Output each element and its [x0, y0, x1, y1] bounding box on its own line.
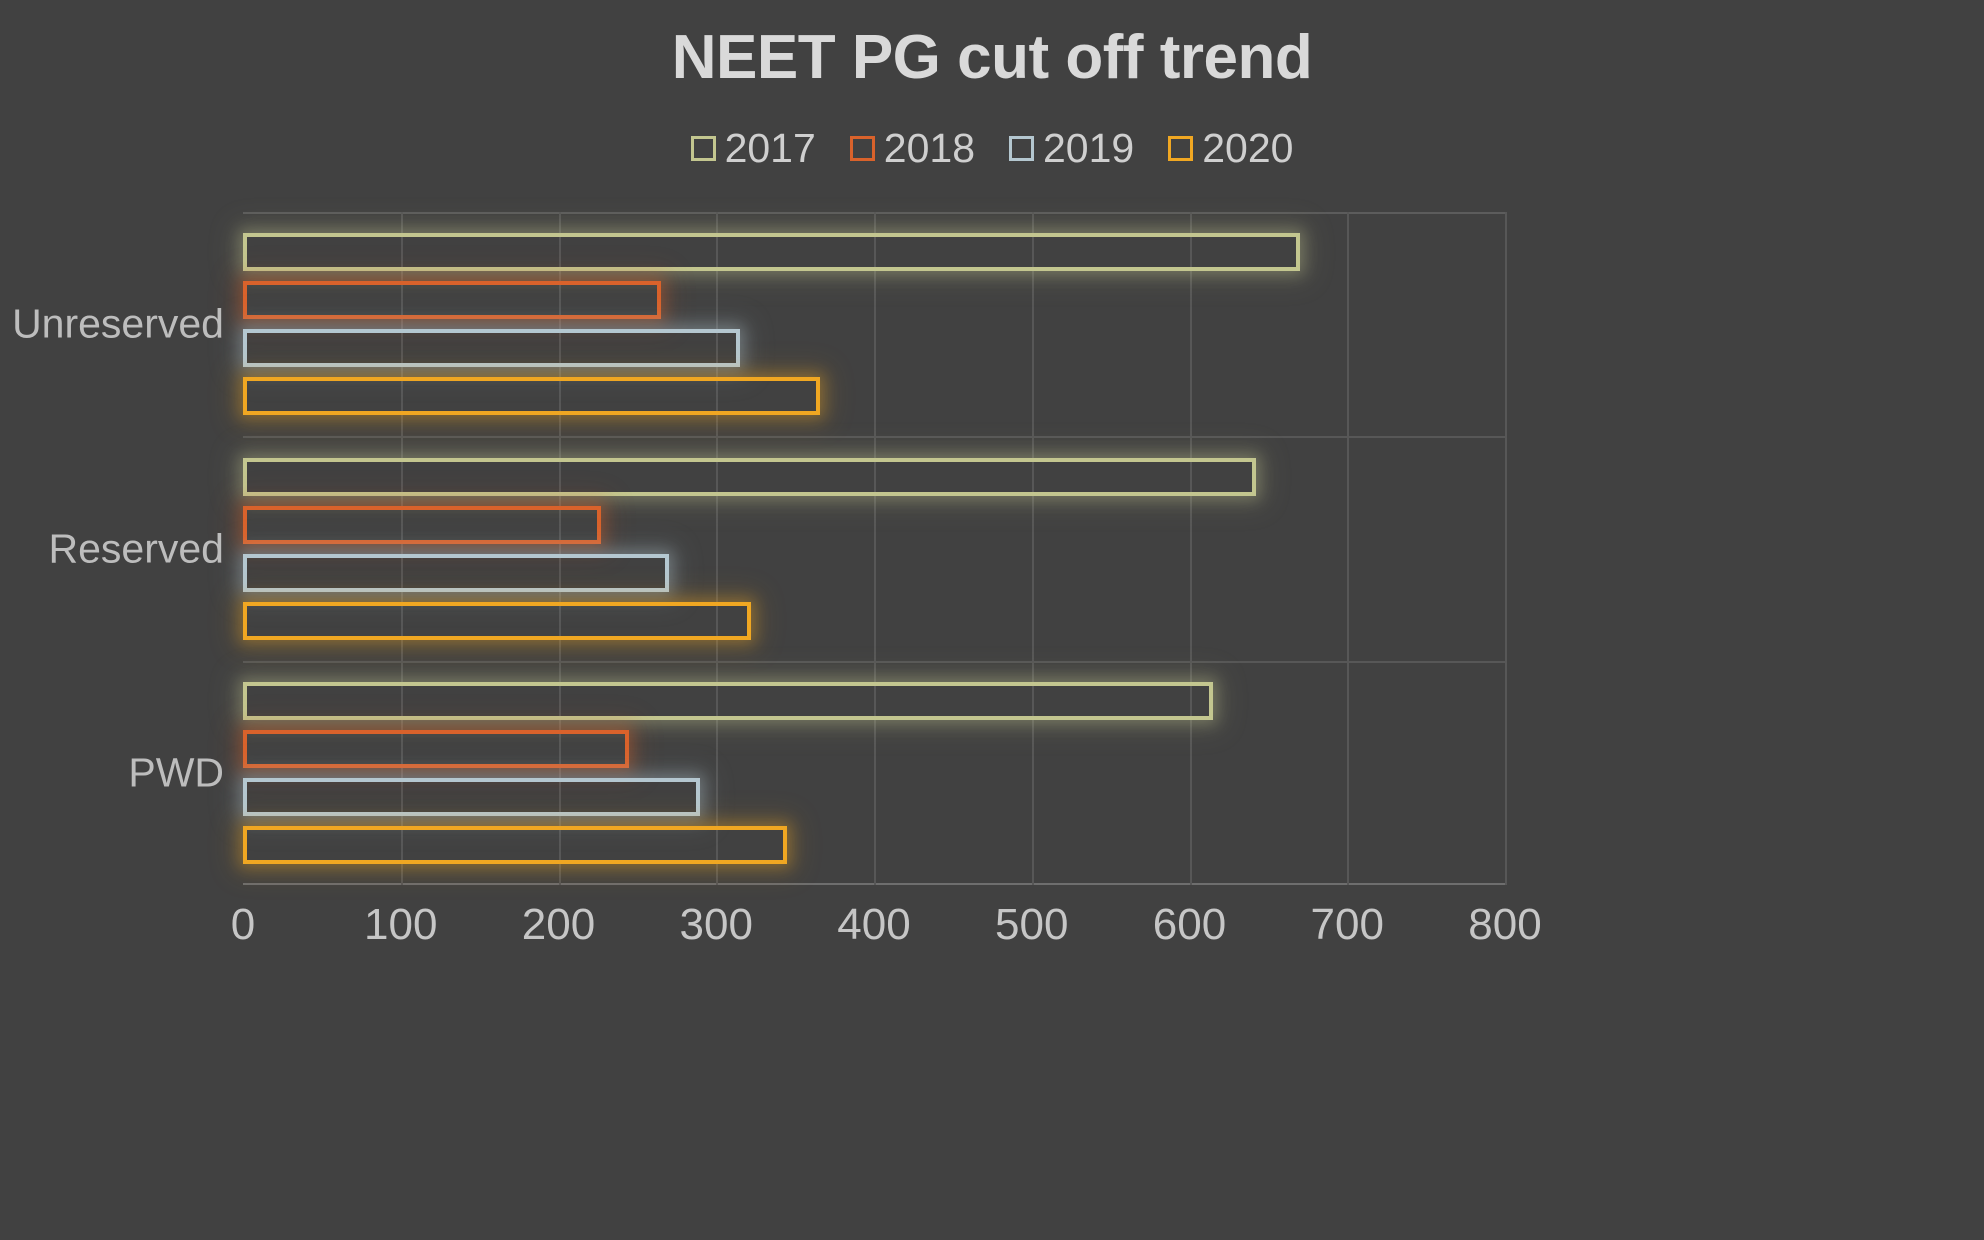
gridline-vertical: [400, 212, 403, 885]
gridline-vertical: [874, 212, 876, 885]
x-tick-label: 0: [230, 900, 256, 949]
x-tick-label: 600: [1152, 900, 1227, 949]
plot-area: [243, 212, 1507, 885]
legend-swatch-icon: [849, 136, 875, 161]
chart-legend: 2017 2018 2019 2020: [0, 128, 1984, 169]
gridline-vertical: [716, 212, 719, 885]
gridline-horizontal: [243, 660, 1505, 663]
x-axis-tick-labels: 0 100 200 300 400 500 600 700 800: [231, 900, 1542, 960]
bar-unreserved-2018[interactable]: [243, 281, 662, 320]
legend-item-label: 2020: [1202, 125, 1294, 171]
legend-item-label: 2019: [1043, 125, 1135, 171]
bar-reserved-2018[interactable]: [243, 505, 602, 544]
x-tick-label: 800: [1468, 900, 1542, 949]
bar-pwd-2017[interactable]: [243, 681, 1214, 720]
bar-unreserved-2020[interactable]: [243, 377, 821, 416]
legend-swatch-icon: [1168, 136, 1194, 161]
x-tick-label: 200: [521, 900, 596, 949]
category-label-reserved: Reserved: [48, 525, 224, 571]
bar-pwd-2019[interactable]: [243, 777, 701, 816]
legend-item-2020[interactable]: 2020: [1168, 128, 1293, 169]
legend-item-2017[interactable]: 2017: [690, 125, 816, 171]
gridline-vertical: [1031, 212, 1034, 885]
category-label-pwd: PWD: [128, 749, 224, 796]
bar-unreserved-2017[interactable]: [243, 233, 1300, 272]
bar-pwd-2018[interactable]: [243, 729, 630, 768]
legend-item-label: 2017: [724, 125, 816, 171]
x-tick-label: 500: [995, 900, 1069, 949]
bar-reserved-2019[interactable]: [243, 553, 669, 592]
page-title: NEET PG cut off trend: [671, 23, 1313, 92]
gridline-vertical: [1347, 212, 1350, 885]
gridline-horizontal: [243, 436, 1505, 439]
bar-pwd-2020[interactable]: [243, 825, 788, 864]
bar-unreserved-2019[interactable]: [243, 329, 740, 368]
gridline-vertical: [1505, 212, 1507, 885]
bar-reserved-2020[interactable]: [243, 601, 751, 640]
x-tick-label: 100: [364, 900, 438, 949]
x-tick-label: 400: [837, 900, 911, 949]
legend-item-2019[interactable]: 2019: [1009, 128, 1134, 169]
gridline-vertical: [1189, 212, 1192, 885]
category-label-unreserved: Unreserved: [12, 300, 224, 347]
legend-swatch-icon: [690, 136, 716, 161]
x-tick-label: 300: [679, 900, 753, 949]
legend-item-2018[interactable]: 2018: [849, 125, 975, 171]
legend-swatch-icon: [1009, 136, 1034, 161]
gridline-vertical: [558, 212, 561, 885]
x-tick-label: 700: [1310, 900, 1384, 949]
bar-reserved-2017[interactable]: [243, 457, 1256, 496]
legend-item-label: 2018: [883, 125, 975, 171]
